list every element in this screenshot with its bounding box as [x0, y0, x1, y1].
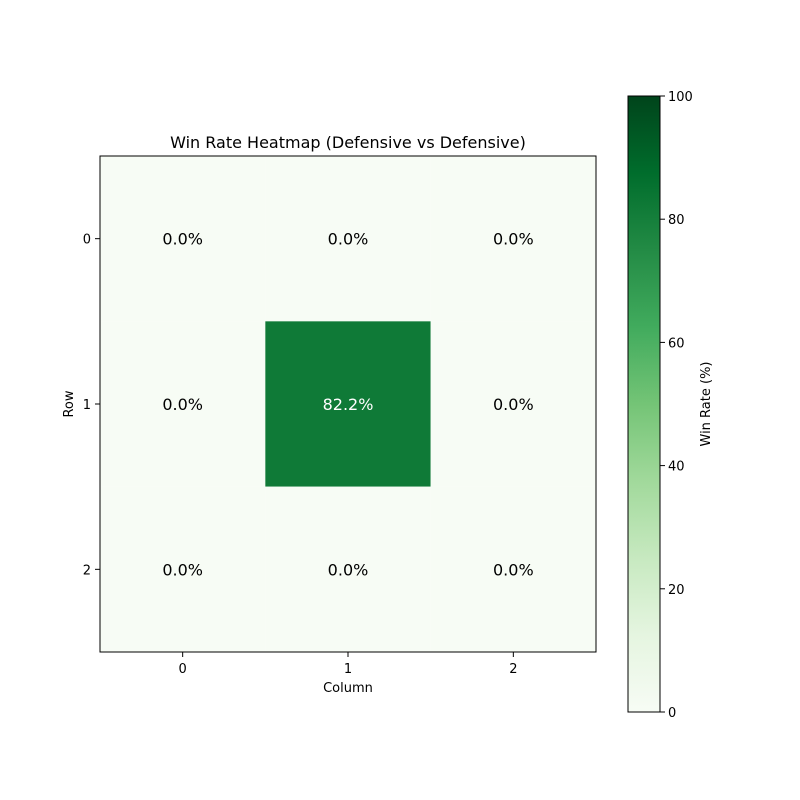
heatmap-cells	[100, 156, 596, 652]
x-tick-label-0: 0	[179, 662, 187, 677]
heatmap-cell-r1-c2	[430, 321, 596, 487]
cell-label-r2-c1: 0.0%	[328, 560, 369, 579]
y-tick-label-2: 2	[83, 563, 91, 578]
y-axis-label: Row	[62, 390, 77, 417]
colorbar-tick-label-1: 20	[668, 583, 685, 598]
heatmap-cell-r1-c1	[265, 321, 431, 487]
colorbar-label: Win Rate (%)	[699, 362, 714, 447]
x-axis-ticks: 0 1 2	[179, 652, 517, 677]
colorbar-ticks: 0 20 40 60 80 100	[660, 90, 693, 721]
colorbar-tick-label-2: 40	[668, 460, 685, 475]
x-axis-label: Column	[323, 681, 373, 696]
heatmap-cell-r2-c0	[100, 486, 266, 652]
y-axis-ticks: 0 1 2	[83, 233, 100, 578]
colorbar-tick-label-4: 80	[668, 213, 685, 228]
heatmap-cell-r1-c0	[100, 321, 266, 487]
cell-label-r1-c1: 82.2%	[323, 395, 374, 414]
heatmap-cell-r2-c2	[430, 486, 596, 652]
cell-label-r1-c2: 0.0%	[493, 395, 534, 414]
heatmap-cell-r0-c0	[100, 156, 266, 322]
heatmap-cell-r2-c1	[265, 486, 431, 652]
colorbar	[627, 95, 661, 713]
x-tick-label-1: 1	[344, 662, 352, 677]
cell-label-r1-c0: 0.0%	[162, 395, 203, 414]
y-tick-label-1: 1	[83, 398, 91, 413]
colorbar-tick-label-5: 100	[668, 90, 693, 105]
cell-label-r0-c1: 0.0%	[328, 230, 369, 249]
y-tick-label-0: 0	[83, 233, 91, 248]
heatmap-cell-r0-c1	[265, 156, 431, 322]
cell-label-r2-c0: 0.0%	[162, 560, 203, 579]
chart-title: Win Rate Heatmap (Defensive vs Defensive…	[170, 133, 526, 152]
cell-label-r0-c2: 0.0%	[493, 230, 534, 249]
heatmap-cell-r0-c2	[430, 156, 596, 322]
colorbar-tick-label-3: 60	[668, 336, 685, 351]
heatmap-cell-labels: 0.0% 0.0% 0.0% 0.0% 82.2% 0.0% 0.0% 0.0% 0.0%	[162, 230, 533, 580]
cell-label-r0-c0: 0.0%	[162, 230, 203, 249]
cell-label-r2-c2: 0.0%	[493, 560, 534, 579]
x-tick-label-2: 2	[509, 662, 517, 677]
colorbar-tick-label-0: 0	[668, 706, 676, 721]
